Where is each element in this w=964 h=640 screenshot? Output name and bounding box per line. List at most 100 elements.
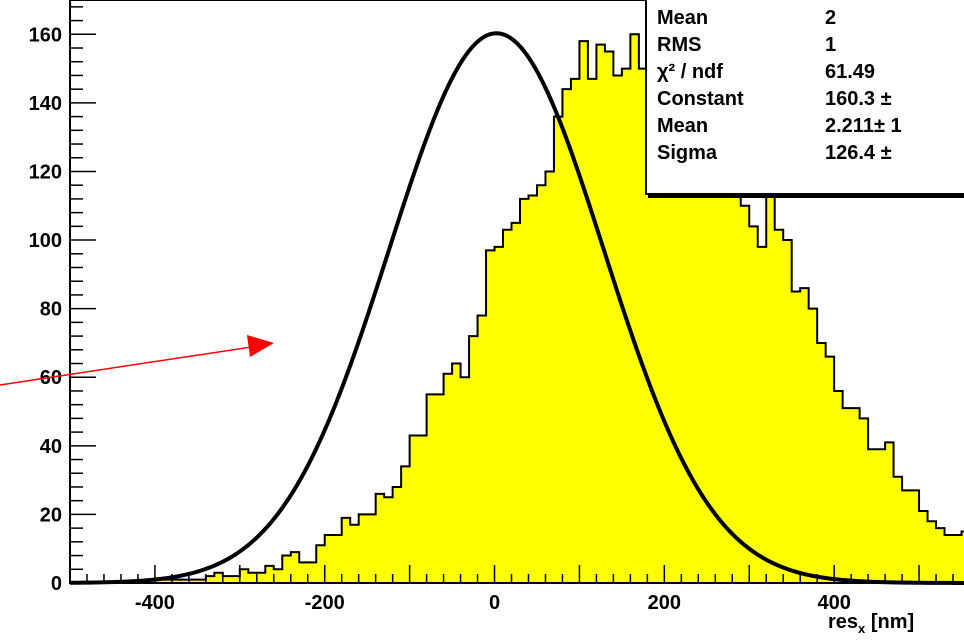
histogram-bar	[766, 181, 776, 583]
y-tick-label: 120	[29, 161, 62, 183]
histogram-bar	[919, 510, 928, 583]
histogram-bar	[418, 435, 427, 583]
histogram-bar	[817, 342, 827, 583]
stats-value: 1	[825, 34, 837, 56]
x-tick-label: 0	[489, 592, 500, 614]
histogram-bar	[307, 562, 317, 583]
histogram-bar	[757, 246, 767, 584]
x-tick-label: 200	[648, 592, 681, 614]
histogram-bar	[936, 528, 945, 583]
x-axis-title: resx [nm]	[828, 611, 914, 636]
histogram-bar	[528, 195, 538, 584]
stats-row: Mean 2.211± 1	[647, 115, 964, 142]
histogram-bar	[316, 545, 326, 583]
gaussian-fit-curve	[69, 31, 964, 585]
histogram-bar	[358, 514, 368, 583]
histogram-bar	[706, 85, 716, 584]
stats-key: Mean	[657, 115, 709, 137]
histogram-bar	[248, 572, 258, 583]
histogram-bar	[885, 442, 894, 583]
stats-row: Mean 2	[647, 7, 964, 34]
histogram-bar	[842, 408, 852, 583]
svg-text:resx [nm]: resx [nm]	[828, 611, 914, 636]
stats-row: Constant 160.3 ±	[647, 88, 964, 115]
histogram-bar	[698, 102, 708, 583]
histogram-bar	[494, 246, 504, 584]
stats-key: Mean	[657, 7, 709, 29]
stats-key: Constant	[657, 88, 744, 110]
histogram-bar	[774, 229, 784, 583]
stats-value: 2.211± 1	[825, 115, 902, 137]
histogram-bar	[808, 308, 818, 583]
histogram-bar	[367, 514, 377, 583]
histogram-bar	[477, 315, 487, 583]
histogram-bar	[562, 89, 572, 583]
y-tick-label: 140	[29, 93, 62, 115]
histogram-bar	[452, 363, 461, 583]
histogram-bar	[299, 562, 309, 583]
histogram-bar	[783, 240, 793, 583]
histogram-bar	[520, 198, 529, 583]
stats-box: Entries 2 Mean 2 RMS 1 χ² / ndf 61.49 Constant 16…	[645, 0, 964, 195]
stats-key: Sigma	[657, 142, 718, 164]
stats-value: 2	[825, 0, 964, 3]
stats-row: Entries 2	[647, 0, 964, 7]
histogram-bar	[180, 579, 190, 583]
histogram-bar	[944, 534, 954, 583]
histogram-bar	[681, 20, 691, 583]
histogram-bar	[715, 116, 725, 583]
histogram-bar	[239, 569, 249, 583]
stats-value: 2	[825, 7, 837, 29]
histogram-bar	[375, 493, 385, 583]
y-tick-label: 160	[29, 24, 62, 46]
histogram-bar	[953, 534, 962, 583]
histogram-bar	[188, 579, 198, 583]
histogram-bar	[893, 476, 903, 583]
histogram-bars	[154, 17, 964, 584]
histogram-bar	[426, 394, 436, 583]
y-tick-label: 60	[40, 367, 62, 389]
histogram-bar	[333, 534, 343, 583]
histogram-bar	[570, 78, 580, 583]
histogram-bar	[553, 116, 563, 583]
y-tick-label: 0	[51, 573, 62, 595]
y-tick-label: 40	[40, 436, 62, 458]
histogram-bar	[834, 390, 844, 583]
stats-value: 160.3 ±	[825, 88, 892, 110]
x-axis-title-unit: [nm]	[865, 611, 914, 633]
y-tick-label: 20	[40, 504, 62, 526]
histogram-bar	[273, 569, 283, 583]
stats-value: 61.49	[825, 61, 876, 83]
histogram-bar	[868, 449, 877, 583]
histogram-bar	[791, 291, 801, 583]
histogram-bar	[655, 17, 665, 583]
histogram-bar	[613, 75, 623, 583]
histogram-bar	[927, 521, 937, 583]
x-axis-title-main: res	[828, 611, 858, 633]
histogram-bar	[290, 552, 300, 583]
x-tick-label: -200	[305, 592, 345, 614]
histogram-bar	[265, 565, 275, 583]
histogram-bar	[723, 157, 733, 583]
histogram-bar	[672, 82, 682, 583]
histogram-bar	[825, 356, 835, 583]
histogram-bar	[341, 517, 351, 583]
x-tick-label: -400	[135, 592, 175, 614]
histogram-bar	[621, 68, 631, 584]
histogram-bar	[384, 497, 394, 583]
stats-key: RMS	[657, 34, 702, 56]
histogram-bar	[282, 555, 292, 583]
histogram-bar	[154, 579, 164, 583]
histogram-bar	[163, 579, 173, 583]
histogram-bar	[503, 229, 512, 583]
histogram-bar	[197, 579, 207, 583]
y-axis-ticks: 0 20 40 60 80 100 120 140 160	[29, 6, 96, 595]
y-tick-label: 80	[40, 299, 62, 321]
x-tick-label: 400	[817, 592, 850, 614]
histogram-bar	[401, 466, 411, 583]
histogram-bar	[689, 34, 699, 584]
stats-row: Sigma 126.4 ±	[647, 142, 964, 169]
histogram-bar	[460, 377, 470, 583]
histogram-bar	[749, 226, 759, 583]
